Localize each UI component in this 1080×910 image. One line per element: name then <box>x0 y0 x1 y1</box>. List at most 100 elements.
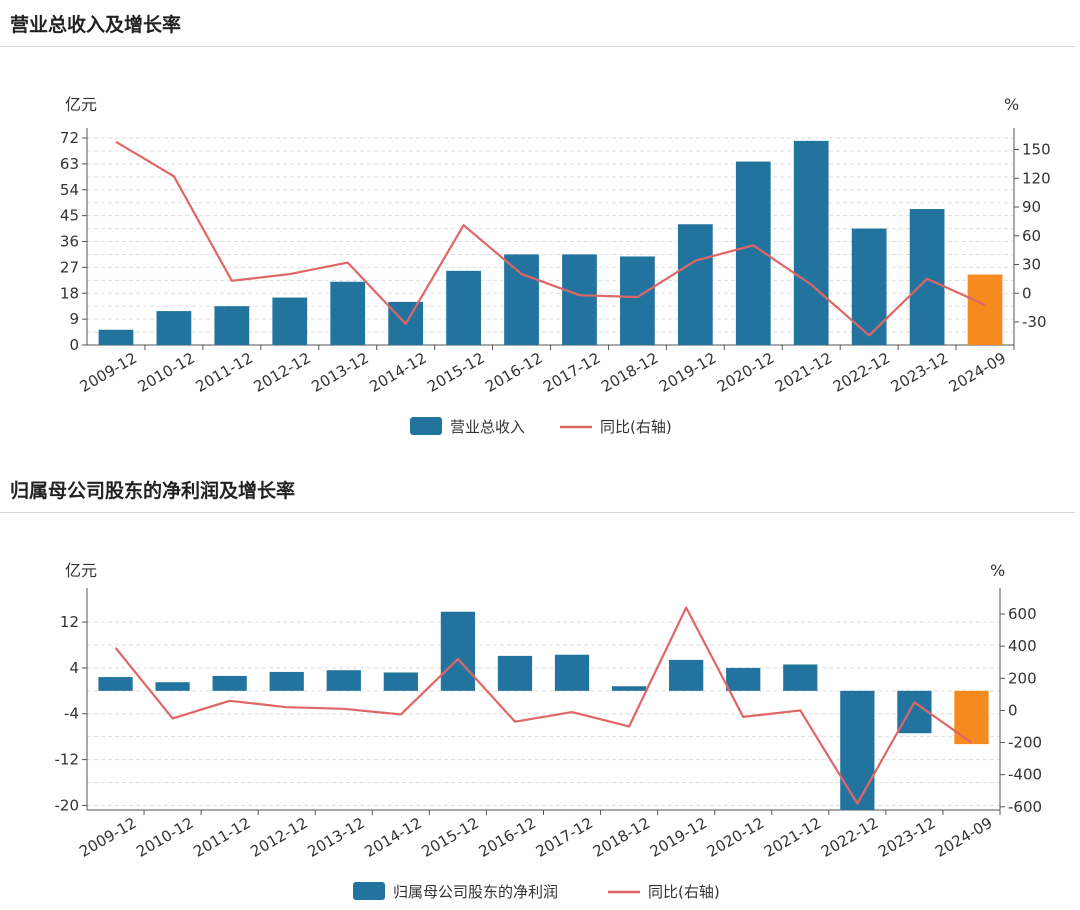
x-tick-label-2018-12: 2018-12 <box>598 349 661 396</box>
x-tick-label-2014-12: 2014-12 <box>366 349 429 396</box>
bar-2012-12 <box>269 671 304 691</box>
x-tick-label-2009-12: 2009-12 <box>76 814 139 861</box>
revenue-section-title: 营业总收入及增长率 <box>10 14 182 36</box>
bar-2017-12 <box>554 654 590 691</box>
bar-2009-12 <box>98 677 133 691</box>
x-tick-label-2010-12: 2010-12 <box>135 349 198 396</box>
revenue-section-divider <box>0 46 1075 47</box>
x-tick-label-2019-12: 2019-12 <box>656 349 719 396</box>
bar-2019-12 <box>669 659 704 691</box>
x-tick-label-2023-12: 2023-12 <box>875 814 938 861</box>
x-tick-label-2013-12: 2013-12 <box>304 814 367 861</box>
bar-2012-12 <box>272 297 308 345</box>
bar-2020-12 <box>726 667 761 691</box>
bar-2015-12 <box>446 270 481 345</box>
x-tick-label-2016-12: 2016-12 <box>476 814 539 861</box>
left-tick-label-1: 9 <box>69 310 79 328</box>
bar-2024-09 <box>967 274 1003 345</box>
x-tick-label-2021-12: 2021-12 <box>761 814 824 861</box>
left-tick-label-4: 12 <box>60 613 79 631</box>
right-tick-label-6: 600 <box>1008 605 1037 623</box>
yoy-growth-line <box>114 606 973 805</box>
bar-2010-12 <box>155 682 190 691</box>
x-tick-label-2012-12: 2012-12 <box>247 814 310 861</box>
right-tick-label-0: -30 <box>1022 313 1047 331</box>
profit-section-divider <box>0 512 1075 513</box>
bar-2018-12 <box>611 686 647 691</box>
x-tick-label-2009-12: 2009-12 <box>77 349 140 396</box>
bar-2018-12 <box>620 256 655 345</box>
bar-2015-12 <box>440 611 476 691</box>
right-unit-label: % <box>990 561 1005 580</box>
right-tick-label-5: 120 <box>1022 169 1051 187</box>
left-tick-label-1: -12 <box>55 751 80 769</box>
right-tick-label-2: -200 <box>1008 734 1042 752</box>
legend-bar-label: 营业总收入 <box>450 418 525 436</box>
right-tick-label-1: -400 <box>1008 766 1042 784</box>
bar-2016-12 <box>497 655 533 691</box>
left-tick-label-3: 27 <box>60 258 79 276</box>
bar-2023-12 <box>897 690 932 734</box>
left-tick-label-2: -4 <box>64 705 79 723</box>
legend-bar-swatch <box>410 417 442 435</box>
left-tick-label-3: 4 <box>69 659 79 677</box>
left-tick-label-8: 72 <box>60 129 79 147</box>
left-unit-label: 亿元 <box>65 561 97 580</box>
bar-2019-12 <box>677 224 713 345</box>
x-tick-label-2021-12: 2021-12 <box>772 349 835 396</box>
x-tick-label-2011-12: 2011-12 <box>193 349 256 396</box>
x-tick-label-2017-12: 2017-12 <box>533 814 596 861</box>
x-tick-label-2017-12: 2017-12 <box>540 349 603 396</box>
bar-2022-12 <box>840 690 875 810</box>
x-tick-label-2015-12: 2015-12 <box>419 814 482 861</box>
x-tick-label-2023-12: 2023-12 <box>888 349 951 396</box>
left-tick-label-6: 54 <box>60 181 79 199</box>
legend-line-label: 同比(右轴) <box>600 418 672 436</box>
x-tick-label-2014-12: 2014-12 <box>362 814 425 861</box>
x-tick-label-2015-12: 2015-12 <box>424 349 487 396</box>
bar-2017-12 <box>562 254 597 345</box>
bar-2011-12 <box>214 306 250 345</box>
revenue-chart: 亿元 % 0 9 18 27 36 45 54 63 72 -30 0 30 60 90 120 150 2009-… <box>60 95 1051 436</box>
bar-2023-12 <box>909 209 945 345</box>
legend-bar-swatch <box>353 882 385 900</box>
right-tick-label-6: 150 <box>1022 141 1051 159</box>
bar-2021-12 <box>793 140 829 345</box>
yoy-growth-line <box>115 140 986 337</box>
right-tick-label-1: 0 <box>1022 284 1032 302</box>
legend-line-label: 同比(右轴) <box>648 883 720 901</box>
x-tick-label-2016-12: 2016-12 <box>482 349 545 396</box>
x-tick-label-2022-12: 2022-12 <box>818 814 881 861</box>
right-tick-label-0: -600 <box>1008 798 1042 816</box>
bar-2016-12 <box>504 254 539 345</box>
bar-2011-12 <box>212 675 247 691</box>
left-tick-label-2: 18 <box>60 284 79 302</box>
profit-section-title: 归属母公司股东的净利润及增长率 <box>10 480 296 502</box>
bar-2014-12 <box>383 672 418 691</box>
right-tick-label-4: 90 <box>1022 198 1041 216</box>
bar-2022-12 <box>851 228 887 345</box>
right-tick-label-2: 30 <box>1022 256 1041 274</box>
x-tick-label-2018-12: 2018-12 <box>590 814 653 861</box>
right-tick-label-4: 200 <box>1008 669 1037 687</box>
legend-bar-label: 归属母公司股东的净利润 <box>393 883 558 901</box>
x-tick-label-2011-12: 2011-12 <box>190 814 253 861</box>
x-tick-label-2022-12: 2022-12 <box>830 349 893 396</box>
bar-2021-12 <box>783 664 818 691</box>
x-tick-label-2010-12: 2010-12 <box>133 814 196 861</box>
bar-2010-12 <box>156 311 192 345</box>
x-tick-label-2024-09: 2024-09 <box>932 814 995 861</box>
right-tick-label-3: 60 <box>1022 227 1041 245</box>
x-tick-label-2020-12: 2020-12 <box>714 349 777 396</box>
right-unit-label: % <box>1004 95 1019 114</box>
x-tick-label-2013-12: 2013-12 <box>308 349 371 396</box>
x-tick-label-2020-12: 2020-12 <box>704 814 767 861</box>
left-tick-label-5: 45 <box>60 207 79 225</box>
left-tick-label-4: 36 <box>60 233 79 251</box>
x-tick-label-2019-12: 2019-12 <box>647 814 710 861</box>
x-tick-label-2024-09: 2024-09 <box>946 349 1009 396</box>
x-tick-label-2012-12: 2012-12 <box>250 349 313 396</box>
right-tick-label-5: 400 <box>1008 637 1037 655</box>
bar-2013-12 <box>326 670 361 691</box>
right-tick-label-3: 0 <box>1008 701 1018 719</box>
